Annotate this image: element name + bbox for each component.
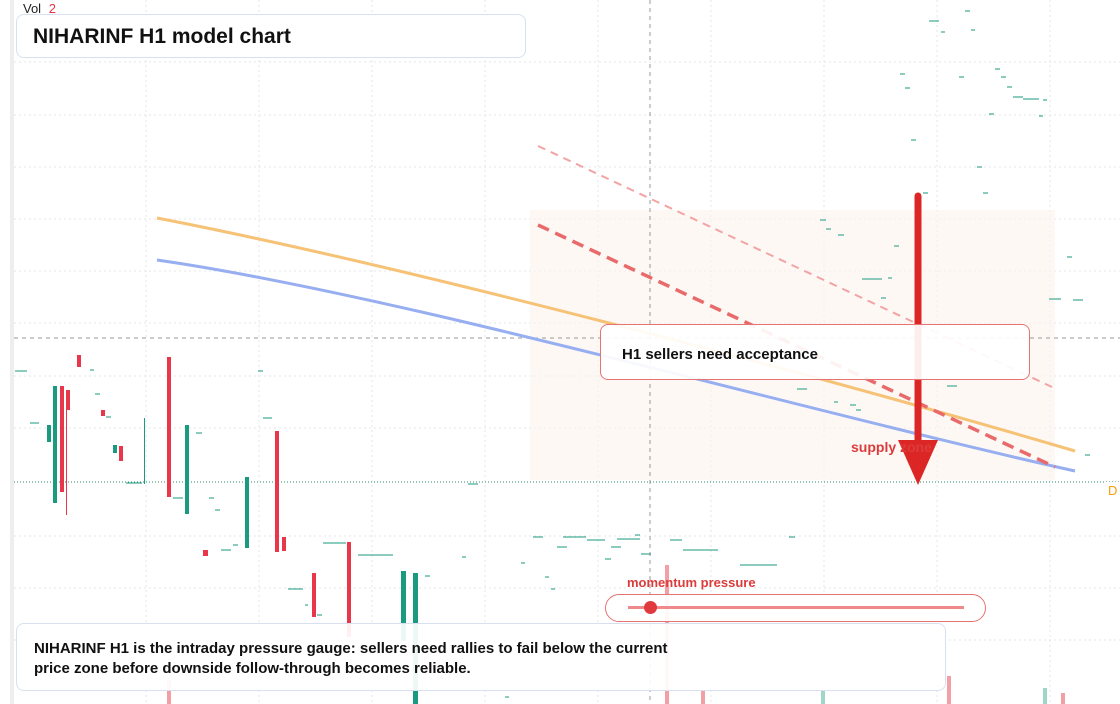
callout: H1 sellers need acceptance bbox=[600, 324, 1030, 380]
gauge bbox=[605, 594, 986, 622]
gauge-track bbox=[628, 606, 964, 609]
footer-box: NIHARINF H1 is the intraday pressure gau… bbox=[16, 623, 946, 691]
title-box: NIHARINF H1 model chart bbox=[16, 14, 526, 58]
upper-channel bbox=[537, 145, 1053, 388]
vol-label: Vol bbox=[23, 1, 42, 16]
vol-legend: Vol 2 bbox=[23, 1, 56, 16]
orange-trend bbox=[156, 216, 1076, 453]
title: NIHARINF H1 model chart bbox=[33, 25, 291, 48]
gauge-label: momentum pressure bbox=[627, 575, 756, 590]
down-arrow-head bbox=[898, 440, 938, 485]
gauge-knob bbox=[644, 601, 657, 614]
price-tag-bg bbox=[1104, 482, 1120, 500]
zone-label: supply zone bbox=[851, 439, 932, 455]
callout-text: H1 sellers need acceptance bbox=[622, 346, 818, 363]
vol-value: 2 bbox=[48, 1, 56, 16]
description: NIHARINF H1 is the intraday pressure gau… bbox=[34, 640, 668, 677]
price-tag: D bbox=[1108, 483, 1117, 498]
